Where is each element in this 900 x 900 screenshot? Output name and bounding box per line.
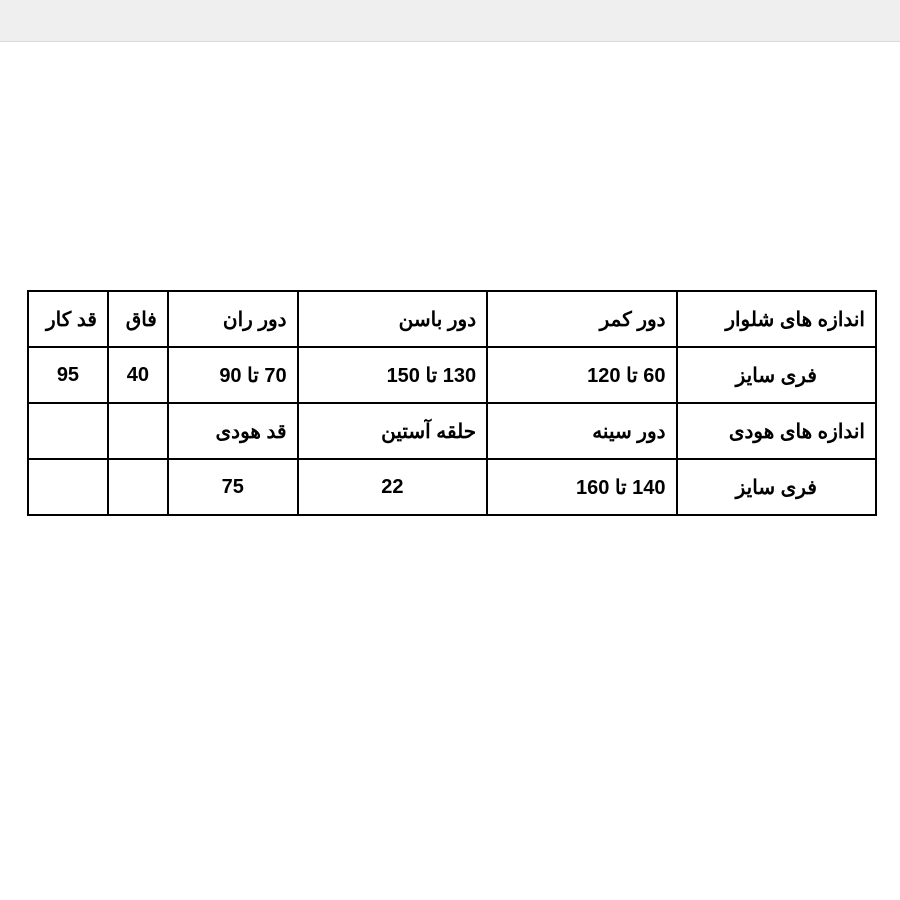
table-cell: 95	[28, 347, 108, 403]
table-cell: قد هودی	[168, 403, 298, 459]
table-row: فری سایز 140 تا 160 22 75	[28, 459, 876, 515]
table-cell	[108, 459, 168, 515]
size-table-container: اندازه های شلوار دور کمر دور باسن دور را…	[27, 290, 877, 516]
top-bar	[0, 0, 900, 42]
table-cell: دور کمر	[487, 291, 676, 347]
table-cell: فری سایز	[677, 347, 876, 403]
table-cell	[108, 403, 168, 459]
table-cell: 60 تا 120	[487, 347, 676, 403]
table-cell: دور سینه	[487, 403, 676, 459]
table-cell: 40	[108, 347, 168, 403]
table-cell: 140 تا 160	[487, 459, 676, 515]
table-row: اندازه های هودی دور سینه حلقه آستین قد ه…	[28, 403, 876, 459]
table-cell: قد کار	[28, 291, 108, 347]
table-cell: حلقه آستین	[298, 403, 488, 459]
table-cell	[28, 403, 108, 459]
table-cell: فاق	[108, 291, 168, 347]
table-cell	[28, 459, 108, 515]
table-cell: دور باسن	[298, 291, 488, 347]
table-row: فری سایز 60 تا 120 130 تا 150 70 تا 90 4…	[28, 347, 876, 403]
table-cell: فری سایز	[677, 459, 876, 515]
table-cell: اندازه های شلوار	[677, 291, 876, 347]
table-cell: دور ران	[168, 291, 298, 347]
table-cell: 22	[298, 459, 488, 515]
size-table: اندازه های شلوار دور کمر دور باسن دور را…	[27, 290, 877, 516]
table-cell: اندازه های هودی	[677, 403, 876, 459]
table-row: اندازه های شلوار دور کمر دور باسن دور را…	[28, 291, 876, 347]
table-cell: 70 تا 90	[168, 347, 298, 403]
table-cell: 75	[168, 459, 298, 515]
table-cell: 130 تا 150	[298, 347, 488, 403]
